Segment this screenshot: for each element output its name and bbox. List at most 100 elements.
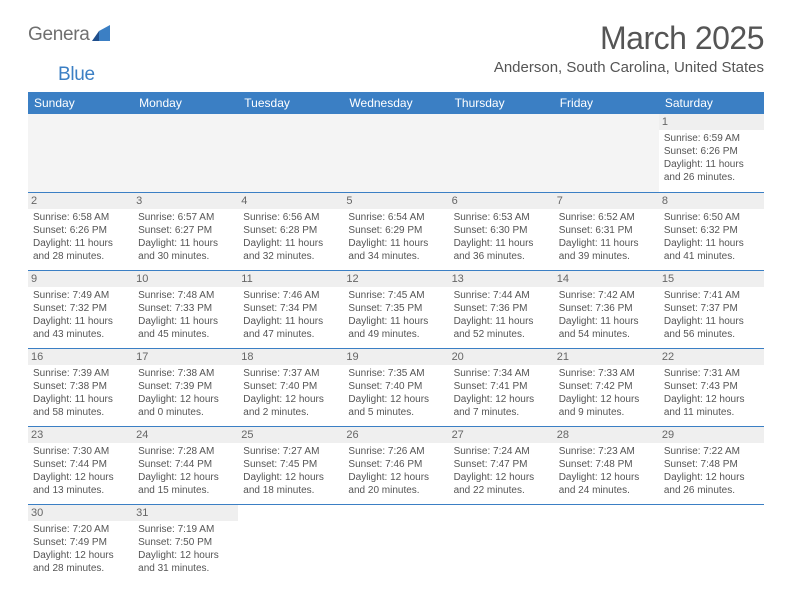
day-number: 18 (238, 349, 343, 365)
day-details: Sunrise: 7:35 AMSunset: 7:40 PMDaylight:… (347, 367, 444, 419)
sunrise-text: Sunrise: 7:44 AM (454, 289, 549, 302)
daylight-text: Daylight: 11 hours and 32 minutes. (243, 237, 338, 263)
location: Anderson, South Carolina, United States (494, 59, 764, 76)
calendar-cell: 12Sunrise: 7:45 AMSunset: 7:35 PMDayligh… (343, 270, 448, 348)
calendar-cell (554, 114, 659, 192)
day-number: 19 (343, 349, 448, 365)
daylight-text: Daylight: 11 hours and 28 minutes. (33, 237, 128, 263)
day-details: Sunrise: 7:26 AMSunset: 7:46 PMDaylight:… (347, 445, 444, 497)
day-details: Sunrise: 6:50 AMSunset: 6:32 PMDaylight:… (663, 211, 760, 263)
sunset-text: Sunset: 7:44 PM (33, 458, 128, 471)
day-number: 30 (28, 505, 133, 521)
calendar-cell: 7Sunrise: 6:52 AMSunset: 6:31 PMDaylight… (554, 192, 659, 270)
sunset-text: Sunset: 6:32 PM (664, 224, 759, 237)
day-number: 14 (554, 271, 659, 287)
sunset-text: Sunset: 6:26 PM (664, 145, 759, 158)
day-details: Sunrise: 7:34 AMSunset: 7:41 PMDaylight:… (453, 367, 550, 419)
calendar-week-row: 30 Sunrise: 7:20 AMSunset: 7:49 PMDayligh… (28, 504, 764, 582)
day-details: Sunrise: 6:54 AMSunset: 6:29 PMDaylight:… (347, 211, 444, 263)
day-number: 24 (133, 427, 238, 443)
calendar-cell (238, 504, 343, 582)
day-number: 16 (28, 349, 133, 365)
calendar-cell: 10Sunrise: 7:48 AMSunset: 7:33 PMDayligh… (133, 270, 238, 348)
sunrise-text: Sunrise: 7:41 AM (664, 289, 759, 302)
sunrise-text: Sunrise: 7:19 AM (138, 523, 233, 536)
calendar-cell (449, 504, 554, 582)
calendar-cell: 16 Sunrise: 7:39 AMSunset: 7:38 PMDayligh… (28, 348, 133, 426)
sunrise-text: Sunrise: 7:35 AM (348, 367, 443, 380)
day-header: Wednesday (343, 92, 448, 114)
calendar-cell: 9Sunrise: 7:49 AMSunset: 7:32 PMDaylight… (28, 270, 133, 348)
day-details: Sunrise: 7:23 AMSunset: 7:48 PMDaylight:… (558, 445, 655, 497)
day-header: Friday (554, 92, 659, 114)
daylight-text: Daylight: 11 hours and 34 minutes. (348, 237, 443, 263)
calendar-cell: 31Sunrise: 7:19 AMSunset: 7:50 PMDayligh… (133, 504, 238, 582)
sunset-text: Sunset: 7:49 PM (33, 536, 128, 549)
day-number: 20 (449, 349, 554, 365)
day-details: Sunrise: 7:31 AMSunset: 7:43 PMDaylight:… (663, 367, 760, 419)
sunrise-text: Sunrise: 6:54 AM (348, 211, 443, 224)
daylight-text: Daylight: 11 hours and 26 minutes. (664, 158, 759, 184)
day-details: Sunrise: 7:22 AMSunset: 7:48 PMDaylight:… (663, 445, 760, 497)
sunrise-text: Sunrise: 6:56 AM (243, 211, 338, 224)
sunrise-text: Sunrise: 7:26 AM (348, 445, 443, 458)
calendar-cell: 15Sunrise: 7:41 AMSunset: 7:37 PMDayligh… (659, 270, 764, 348)
sunrise-text: Sunrise: 7:34 AM (454, 367, 549, 380)
day-header: Thursday (449, 92, 554, 114)
calendar-cell: 20 Sunrise: 7:34 AMSunset: 7:41 PMDayligh… (449, 348, 554, 426)
day-number: 17 (133, 349, 238, 365)
day-number: 13 (449, 271, 554, 287)
sunset-text: Sunset: 7:33 PM (138, 302, 233, 315)
daylight-text: Daylight: 12 hours and 7 minutes. (454, 393, 549, 419)
day-header: Monday (133, 92, 238, 114)
sunset-text: Sunset: 7:48 PM (664, 458, 759, 471)
sunrise-text: Sunrise: 6:58 AM (33, 211, 128, 224)
daylight-text: Daylight: 11 hours and 39 minutes. (559, 237, 654, 263)
daylight-text: Daylight: 12 hours and 15 minutes. (138, 471, 233, 497)
sunset-text: Sunset: 7:41 PM (454, 380, 549, 393)
logo: Genera (28, 24, 114, 46)
sunrise-text: Sunrise: 7:31 AM (664, 367, 759, 380)
day-details: Sunrise: 7:20 AMSunset: 7:49 PMDaylight:… (32, 523, 129, 575)
calendar-cell: 27Sunrise: 7:24 AMSunset: 7:47 PMDayligh… (449, 426, 554, 504)
daylight-text: Daylight: 11 hours and 41 minutes. (664, 237, 759, 263)
calendar-cell: 18Sunrise: 7:37 AMSunset: 7:40 PMDayligh… (238, 348, 343, 426)
daylight-text: Daylight: 12 hours and 22 minutes. (454, 471, 549, 497)
sunset-text: Sunset: 7:36 PM (559, 302, 654, 315)
calendar-cell: 8Sunrise: 6:50 AMSunset: 6:32 PMDaylight… (659, 192, 764, 270)
sunset-text: Sunset: 7:48 PM (559, 458, 654, 471)
calendar-week-row: 2Sunrise: 6:58 AMSunset: 6:26 PMDaylight… (28, 192, 764, 270)
logo-text-1: Genera (28, 24, 90, 46)
calendar-cell: 19 Sunrise: 7:35 AMSunset: 7:40 PMDayligh… (343, 348, 448, 426)
month-title: March 2025 (494, 20, 764, 57)
sunset-text: Sunset: 7:40 PM (243, 380, 338, 393)
daylight-text: Daylight: 12 hours and 11 minutes. (664, 393, 759, 419)
daylight-text: Daylight: 12 hours and 20 minutes. (348, 471, 443, 497)
sunrise-text: Sunrise: 7:39 AM (33, 367, 128, 380)
day-number: 28 (554, 427, 659, 443)
calendar-week-row: 16 Sunrise: 7:39 AMSunset: 7:38 PMDayligh… (28, 348, 764, 426)
day-number: 1 (659, 114, 764, 130)
calendar-cell: 25Sunrise: 7:27 AMSunset: 7:45 PMDayligh… (238, 426, 343, 504)
calendar-page: Genera March 2025 Anderson, South Caroli… (0, 0, 792, 602)
daylight-text: Daylight: 12 hours and 13 minutes. (33, 471, 128, 497)
sunrise-text: Sunrise: 6:52 AM (559, 211, 654, 224)
day-number: 31 (133, 505, 238, 521)
title-block: March 2025 Anderson, South Carolina, Uni… (494, 20, 764, 76)
calendar-cell: 3Sunrise: 6:57 AMSunset: 6:27 PMDaylight… (133, 192, 238, 270)
day-details: Sunrise: 7:49 AMSunset: 7:32 PMDaylight:… (32, 289, 129, 341)
calendar-cell: 4Sunrise: 6:56 AMSunset: 6:28 PMDaylight… (238, 192, 343, 270)
day-details: Sunrise: 7:39 AMSunset: 7:38 PMDaylight:… (32, 367, 129, 419)
calendar-cell (28, 114, 133, 192)
day-details: Sunrise: 7:27 AMSunset: 7:45 PMDaylight:… (242, 445, 339, 497)
calendar-cell: 30 Sunrise: 7:20 AMSunset: 7:49 PMDayligh… (28, 504, 133, 582)
sunrise-text: Sunrise: 7:37 AM (243, 367, 338, 380)
calendar-cell (238, 114, 343, 192)
day-number: 21 (554, 349, 659, 365)
daylight-text: Daylight: 11 hours and 36 minutes. (454, 237, 549, 263)
daylight-text: Daylight: 11 hours and 43 minutes. (33, 315, 128, 341)
daylight-text: Daylight: 11 hours and 49 minutes. (348, 315, 443, 341)
calendar-cell (343, 504, 448, 582)
calendar-cell: 21Sunrise: 7:33 AMSunset: 7:42 PMDayligh… (554, 348, 659, 426)
sunset-text: Sunset: 6:29 PM (348, 224, 443, 237)
